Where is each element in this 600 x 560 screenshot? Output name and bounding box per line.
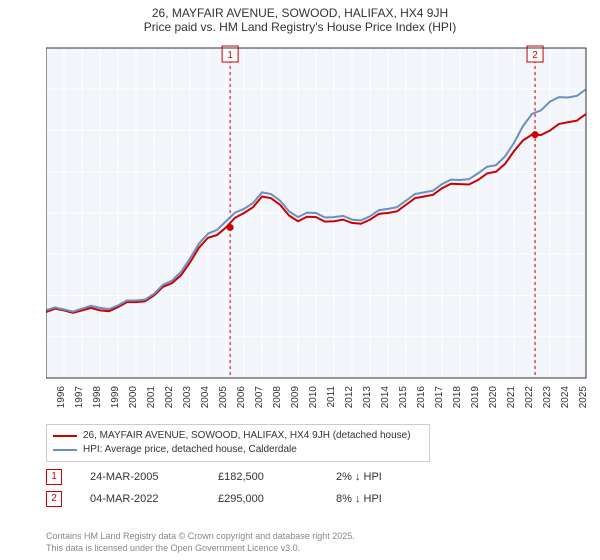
legend-label: HPI: Average price, detached house, Cald…	[83, 443, 297, 457]
x-tick-label: 2000	[128, 386, 139, 409]
x-tick-label: 2003	[182, 386, 193, 409]
attribution-line1: Contains HM Land Registry data © Crown c…	[46, 530, 355, 542]
title-address: 26, MAYFAIR AVENUE, SOWOOD, HALIFAX, HX4…	[0, 6, 600, 20]
x-tick-label: 2015	[398, 386, 409, 409]
x-tick-label: 2024	[560, 386, 571, 409]
x-tick-label: 2017	[434, 386, 445, 409]
x-tick-label: 2006	[236, 386, 247, 409]
x-tick-label: 2005	[218, 386, 229, 409]
sale-date: 04-MAR-2022	[90, 493, 190, 505]
sale-price: £182,500	[218, 471, 308, 483]
attribution: Contains HM Land Registry data © Crown c…	[46, 530, 355, 554]
sale-row: 1 24-MAR-2005 £182,500 2% ↓ HPI	[46, 466, 426, 488]
x-tick-label: 2007	[254, 386, 265, 409]
x-tick-label: 2023	[542, 386, 553, 409]
x-tick-label: 2008	[272, 386, 283, 409]
x-tick-label: 2014	[380, 386, 391, 409]
x-tick-label: 2004	[200, 386, 211, 409]
marker-dot	[532, 131, 539, 138]
attribution-line2: This data is licensed under the Open Gov…	[46, 542, 355, 554]
x-tick-label: 2011	[326, 386, 337, 408]
x-tick-label: 1995	[46, 386, 49, 409]
x-tick-label: 2001	[146, 386, 157, 409]
sale-pct: 8% ↓ HPI	[336, 493, 426, 505]
chart-svg: £0£50K£100K£150K£200K£250K£300K£350K£400…	[46, 44, 590, 414]
x-tick-label: 1996	[56, 386, 67, 409]
marker-dot	[227, 224, 234, 231]
x-tick-label: 2021	[506, 386, 517, 409]
marker-number: 1	[227, 50, 233, 61]
x-tick-label: 2010	[308, 386, 319, 409]
sale-marker: 2	[46, 491, 62, 507]
x-tick-label: 2019	[470, 386, 481, 409]
sale-pct: 2% ↓ HPI	[336, 471, 426, 483]
x-tick-label: 1999	[110, 386, 121, 409]
x-tick-label: 2012	[344, 386, 355, 409]
x-tick-label: 2013	[362, 386, 373, 409]
legend-row: 26, MAYFAIR AVENUE, SOWOOD, HALIFAX, HX4…	[53, 429, 423, 443]
legend: 26, MAYFAIR AVENUE, SOWOOD, HALIFAX, HX4…	[46, 424, 430, 462]
x-tick-label: 1997	[74, 386, 85, 409]
sales-list: 1 24-MAR-2005 £182,500 2% ↓ HPI 2 04-MAR-2022…	[46, 466, 426, 510]
x-tick-label: 1998	[92, 386, 103, 409]
sale-row: 2 04-MAR-2022 £295,000 8% ↓ HPI	[46, 488, 426, 510]
title-subtitle: Price paid vs. HM Land Registry's House …	[0, 20, 600, 34]
legend-label: 26, MAYFAIR AVENUE, SOWOOD, HALIFAX, HX4…	[83, 429, 411, 443]
x-tick-label: 2002	[164, 386, 175, 409]
sale-marker: 1	[46, 469, 62, 485]
legend-row: HPI: Average price, detached house, Cald…	[53, 443, 423, 457]
marker-number: 2	[532, 50, 538, 61]
x-tick-label: 2025	[578, 386, 589, 409]
chart-container: 26, MAYFAIR AVENUE, SOWOOD, HALIFAX, HX4…	[0, 0, 600, 560]
legend-swatch	[53, 435, 77, 437]
x-tick-label: 2016	[416, 386, 427, 409]
x-tick-label: 2022	[524, 386, 535, 409]
x-tick-label: 2020	[488, 386, 499, 409]
sale-date: 24-MAR-2005	[90, 471, 190, 483]
x-tick-label: 2018	[452, 386, 463, 409]
x-tick-label: 2009	[290, 386, 301, 409]
title-block: 26, MAYFAIR AVENUE, SOWOOD, HALIFAX, HX4…	[0, 0, 600, 34]
sale-price: £295,000	[218, 493, 308, 505]
legend-swatch	[53, 449, 77, 451]
